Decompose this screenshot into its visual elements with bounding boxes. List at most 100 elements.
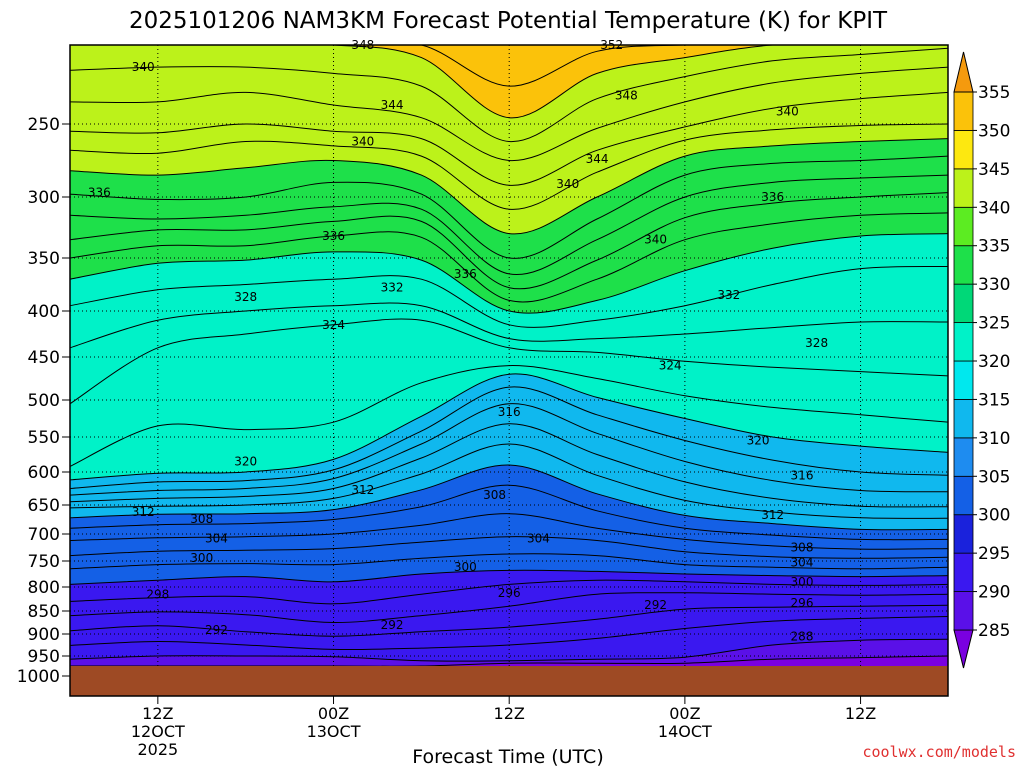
- isentrope-316: [70, 403, 948, 496]
- colorbar-swatch: [953, 552, 974, 592]
- isentrope-294: [70, 604, 948, 637]
- contour-labels: 348 3523403443483403403443403363363363403…: [88, 38, 828, 644]
- colorbar-low-tri: [953, 629, 974, 669]
- band-340: [70, 45, 948, 234]
- y-axis: 250 300 350 400 450 500 550 600 650 700 750 800 850 9…: [17, 115, 70, 687]
- colorbar-swatch: [953, 322, 974, 362]
- colorbar-label: 320: [978, 352, 1010, 372]
- contour-label: 300: [190, 551, 213, 565]
- contour-label: 344: [381, 98, 404, 112]
- contour-label: 324: [659, 359, 682, 373]
- x-tick-label: 14OCT: [658, 722, 712, 741]
- plot-area: [70, 45, 948, 696]
- x-tick-label: 12Z: [142, 704, 173, 723]
- isentrope-334: [70, 192, 948, 290]
- isentrope-300: [70, 569, 948, 585]
- contour-label: 340: [556, 177, 579, 191]
- colorbar-swatch: [953, 591, 974, 631]
- colorbar-label: 340: [978, 198, 1010, 218]
- isentrope-324: [70, 318, 948, 405]
- colorbar-swatch: [953, 130, 974, 170]
- y-tick-label: 700: [28, 525, 60, 545]
- contour-label: 348: [615, 89, 638, 103]
- colorbar-label: 290: [978, 583, 1010, 603]
- colorbar-label: 305: [978, 467, 1010, 487]
- y-tick-label: 600: [28, 463, 60, 483]
- y-tick-label: 850: [28, 602, 60, 622]
- contour-label: 308: [483, 488, 506, 502]
- isentrope-312: [70, 443, 948, 519]
- y-tick-label: 350: [28, 249, 60, 269]
- contour-label: 336: [761, 190, 784, 204]
- colorbar-swatch: [953, 360, 974, 400]
- x-tick-label: 12Z: [845, 704, 876, 723]
- contour-label: 304: [791, 556, 814, 570]
- isentrope-326: [70, 302, 948, 349]
- contour-label: 304: [527, 531, 550, 545]
- colorbar-swatch: [953, 399, 974, 439]
- contour-label: 292: [381, 618, 404, 632]
- colorbar-label: 310: [978, 429, 1010, 449]
- contour-label: 340: [351, 135, 374, 149]
- colorbar-label: 345: [978, 160, 1010, 180]
- isentrope-352: [70, 45, 948, 87]
- contour-label: 324: [322, 318, 345, 332]
- contour-label: 336: [88, 186, 111, 200]
- colorbar-label: 350: [978, 121, 1010, 141]
- y-tick-label: 1000: [17, 667, 60, 687]
- isentrope-332: [70, 212, 948, 303]
- colorbar-label: 295: [978, 544, 1010, 564]
- colorbar-label: 355: [978, 83, 1010, 103]
- y-tick-label: 300: [28, 188, 60, 208]
- contour-label: 292: [205, 623, 228, 637]
- colorbar-swatch: [953, 514, 974, 554]
- colorbar-label: 300: [978, 506, 1010, 526]
- x-tick-label: 13OCT: [307, 722, 361, 741]
- contour-label: 328: [805, 336, 828, 350]
- colorbar-swatch: [953, 245, 974, 285]
- chart-title: 2025101206 NAM3KM Forecast Potential Tem…: [129, 8, 888, 34]
- colorbar-label: 335: [978, 237, 1010, 257]
- terrain-ground: [70, 666, 948, 696]
- y-tick-label: 400: [28, 302, 60, 322]
- isentrope-346: [70, 66, 948, 162]
- x-axis-label: Forecast Time (UTC): [412, 746, 603, 768]
- y-tick-label: 500: [28, 391, 60, 411]
- colorbar-high-tri: [953, 51, 974, 93]
- contour-label: 312: [761, 508, 784, 522]
- contour-label: 296: [791, 596, 814, 610]
- y-tick-label: 750: [28, 552, 60, 572]
- isentrope-296: [70, 592, 948, 624]
- contour-label: 308: [791, 541, 814, 555]
- contour-label: 336: [454, 267, 477, 281]
- y-tick-label: 800: [28, 578, 60, 598]
- colorbar-swatch: [953, 283, 974, 323]
- y-tick-label: 950: [28, 647, 60, 667]
- colorbar-swatch: [953, 437, 974, 477]
- contour-label: 312: [351, 483, 374, 497]
- contour-label: 332: [717, 288, 740, 302]
- contour-label: 336: [322, 229, 345, 243]
- contour-label: 312: [132, 505, 155, 519]
- colorbar-swatch: [953, 91, 974, 131]
- x-tick-label: 2025: [137, 740, 178, 759]
- contour-label: 316: [791, 468, 814, 482]
- colorbar-label: 325: [978, 314, 1010, 334]
- contour-label: 300: [454, 560, 477, 574]
- isentrope-318: [70, 386, 948, 489]
- isentrope-330: [70, 233, 948, 314]
- colorbar-swatch: [953, 168, 974, 208]
- x-tick-label: 12Z: [494, 704, 525, 723]
- contour-label: 340: [132, 60, 155, 74]
- contour-label: 288: [791, 630, 814, 644]
- colorbar-label: 330: [978, 275, 1010, 295]
- y-tick-label: 650: [28, 496, 60, 516]
- contour-label: 320: [234, 455, 257, 469]
- y-tick-label: 450: [28, 348, 60, 368]
- y-tick-label: 250: [28, 115, 60, 135]
- y-tick-label: 550: [28, 428, 60, 448]
- contour-label: 344: [586, 152, 609, 166]
- x-tick-label: 00Z: [318, 704, 349, 723]
